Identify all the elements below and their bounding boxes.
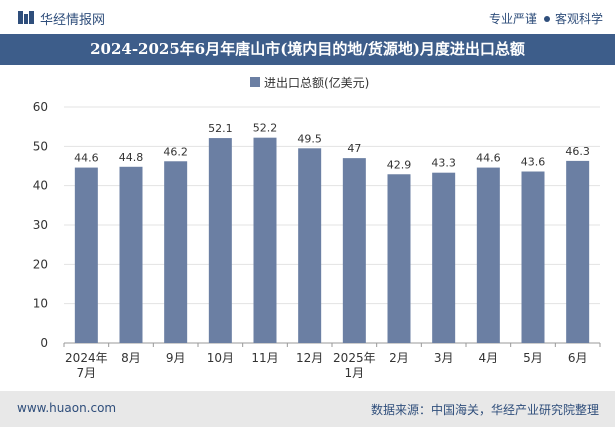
data-label: 52.2 [253, 122, 278, 135]
bar [342, 158, 366, 343]
data-label: 42.9 [387, 158, 412, 171]
bar [387, 174, 411, 343]
data-label: 49.5 [297, 132, 322, 145]
data-label: 43.3 [431, 157, 456, 170]
chart-title: 2024-2025年6月年唐山市(境内目的地/货源地)月度进出口总额 [90, 40, 525, 58]
bar [566, 160, 590, 343]
data-label: 47 [347, 142, 361, 155]
legend-label: 进出口总额(亿美元) [264, 75, 369, 90]
bar [74, 167, 98, 343]
bar [432, 172, 456, 343]
bar [208, 138, 232, 343]
x-tick-label: 5月 [523, 351, 543, 365]
slogan-right: 客观科学 [554, 12, 603, 26]
x-tick-label: 4月 [479, 351, 499, 365]
x-tick-label: 11月 [251, 351, 278, 365]
y-tick-label: 10 [33, 297, 48, 311]
x-tick-label: 10月 [207, 351, 234, 365]
legend-swatch [250, 77, 260, 87]
logo-icon [18, 11, 34, 24]
footer-source: 数据来源：中国海关，华经产业研究院整理 [370, 403, 599, 417]
x-tick-label: 7月 [77, 366, 97, 380]
bar [521, 171, 545, 343]
x-tick-label: 6月 [568, 351, 588, 365]
bar [119, 166, 143, 343]
x-tick-label: 2025年 [333, 351, 376, 365]
bar [253, 137, 277, 343]
y-tick-label: 20 [33, 257, 48, 271]
x-tick-label: 2024年 [65, 351, 108, 365]
y-tick-label: 60 [33, 100, 48, 114]
x-tick-label: 12月 [296, 351, 323, 365]
x-tick-label: 9月 [166, 351, 186, 365]
y-tick-label: 50 [33, 139, 48, 153]
x-tick-label: 3月 [434, 351, 454, 365]
x-tick-label: 8月 [121, 351, 141, 365]
data-label: 43.6 [521, 156, 546, 169]
y-tick-label: 0 [40, 336, 48, 350]
data-label: 44.6 [476, 152, 501, 165]
logo-text: 华经情报网 [40, 13, 106, 28]
data-label: 44.6 [74, 152, 99, 165]
title-bar: 2024-2025年6月年唐山市(境内目的地/货源地)月度进出口总额 [0, 34, 615, 65]
bar [476, 167, 500, 343]
footer-website: www.huaon.com [17, 401, 117, 415]
bar [164, 161, 188, 343]
header-bar: 华经情报网 专业严谨 客观科学 [0, 0, 615, 34]
footer-bar: www.huaon.com 数据来源：中国海关，华经产业研究院整理 [0, 391, 615, 427]
data-label: 46.3 [565, 145, 590, 158]
data-label: 44.8 [119, 151, 144, 164]
x-tick-label: 1月 [345, 366, 365, 380]
y-tick-label: 40 [33, 179, 48, 193]
slogan-dot-icon [543, 15, 550, 22]
x-tick-label: 2月 [389, 351, 409, 365]
y-tick-label: 30 [33, 218, 48, 232]
bar [298, 148, 322, 343]
slogan-left: 专业严谨 [488, 12, 537, 26]
data-label: 52.1 [208, 122, 233, 135]
slogan: 专业严谨 客观科学 [489, 10, 603, 27]
chart-area: 进出口总额(亿美元) 0 10 20 30 40 50 60 44.6 2024年 7月 44.8 8月… [0, 65, 615, 390]
data-label: 46.2 [163, 145, 188, 158]
